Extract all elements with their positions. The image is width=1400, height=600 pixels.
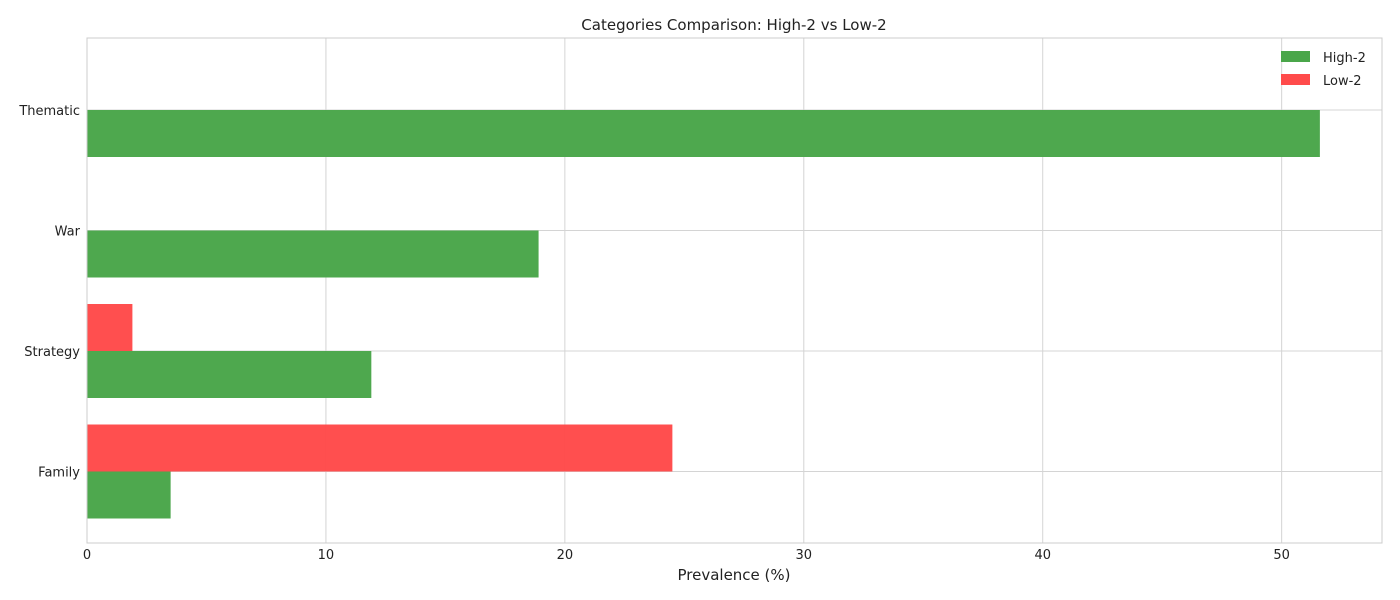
- x-tick-label: 10: [318, 548, 335, 563]
- legend: High-2 Low-2: [1281, 51, 1366, 89]
- x-tick-label: 0: [83, 548, 91, 563]
- bar-low-2-family: [87, 424, 673, 472]
- x-tick-label: 20: [557, 548, 574, 563]
- legend-label: High-2: [1323, 51, 1366, 66]
- bar-high-2-strategy: [87, 351, 372, 398]
- y-tick-label: War: [55, 225, 81, 240]
- x-tick-label: 40: [1034, 548, 1051, 563]
- y-tick-label: Family: [38, 466, 80, 481]
- bars: [87, 110, 1320, 519]
- legend-swatch: [1281, 74, 1310, 85]
- x-tick-labels: 0 10 20 30 40 50: [83, 548, 1290, 563]
- chart-title: Categories Comparison: High-2 vs Low-2: [581, 16, 886, 34]
- x-axis-label: Prevalence (%): [677, 566, 790, 584]
- x-tick-label: 50: [1273, 548, 1290, 563]
- y-tick-labels: Thematic War Strategy Family: [18, 104, 80, 481]
- legend-label: Low-2: [1323, 74, 1362, 89]
- legend-swatch: [1281, 51, 1310, 62]
- bar-low-2-strategy: [87, 304, 133, 351]
- bar-high-2-family: [87, 471, 171, 519]
- bar-high-2-thematic: [87, 110, 1320, 157]
- bar-high-2-war: [87, 230, 539, 278]
- x-tick-label: 30: [796, 548, 813, 563]
- plot-frame: [86, 37, 1383, 544]
- y-tick-label: Strategy: [24, 345, 80, 360]
- y-tick-label: Thematic: [18, 104, 80, 119]
